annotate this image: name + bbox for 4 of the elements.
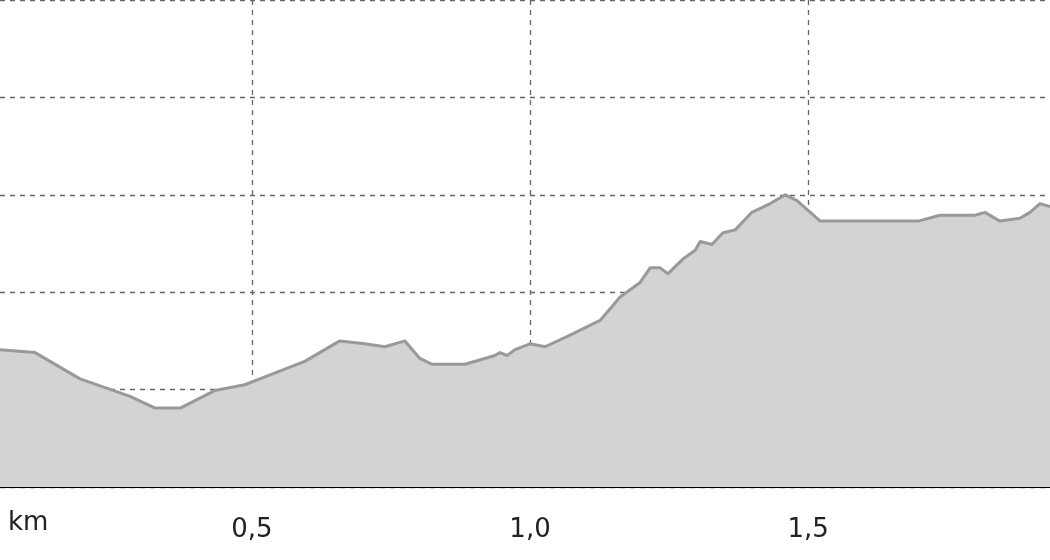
x-axis-title: km	[8, 506, 49, 536]
x-tick-label: 1,0	[509, 513, 551, 543]
x-tick-label: 0,5	[231, 513, 273, 543]
x-tick-label: 1,5	[787, 513, 829, 543]
